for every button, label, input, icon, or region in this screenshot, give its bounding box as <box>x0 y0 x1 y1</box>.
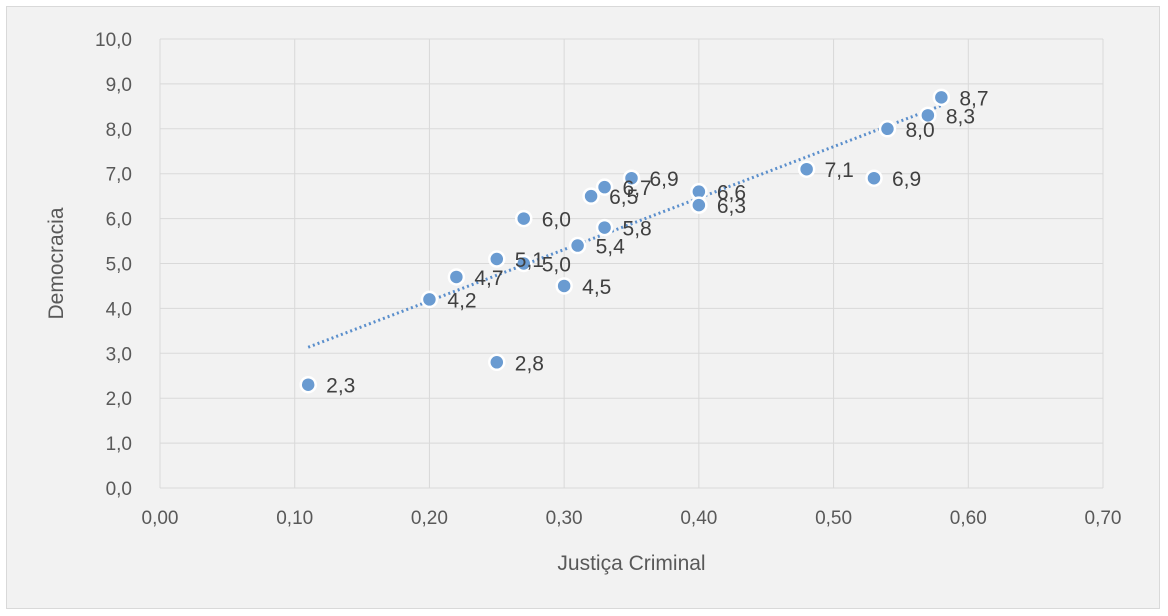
data-label: 8,3 <box>946 105 975 128</box>
y-tick-label: 4,0 <box>106 299 132 320</box>
data-label: 6,9 <box>892 168 921 191</box>
gridlines <box>159 38 1104 489</box>
data-point <box>865 169 883 187</box>
data-point <box>488 250 506 268</box>
data-label: 4,7 <box>474 267 503 290</box>
data-point <box>514 209 533 228</box>
x-tick-label: 0,20 <box>411 508 448 529</box>
data-point <box>690 196 708 214</box>
x-axis-ticks: 0,00 0,10 0,20 0,30 0,40 0,50 0,60 0,70 <box>142 508 1122 529</box>
data-label: 4,2 <box>447 289 476 312</box>
x-axis-title: Justiça Criminal <box>557 552 705 575</box>
data-label: 8,7 <box>959 87 988 110</box>
y-tick-label: 7,0 <box>106 165 132 186</box>
data-label: 6,0 <box>542 209 571 232</box>
y-tick-label: 10,0 <box>95 30 132 51</box>
data-label: 6,9 <box>650 168 679 191</box>
data-point <box>299 375 317 394</box>
y-tick-label: 5,0 <box>106 255 132 276</box>
data-label: 8,0 <box>905 119 934 142</box>
data-label: 6,7 <box>623 177 652 200</box>
data-point <box>622 169 641 187</box>
scatter-chart: 0,00 0,10 0,20 0,30 0,40 0,50 0,60 0,70 0,0 1,0 2… <box>45 30 1122 575</box>
data-point <box>514 254 533 273</box>
y-tick-label: 8,0 <box>106 120 132 141</box>
data-label: 6,5 <box>609 186 638 209</box>
y-tick-label: 9,0 <box>106 75 132 96</box>
x-tick-label: 0,30 <box>546 508 583 529</box>
x-tick-label: 0,70 <box>1085 508 1122 529</box>
data-point <box>919 106 937 125</box>
y-tick-label: 0,0 <box>106 479 132 500</box>
data-point <box>595 218 614 237</box>
chart-area: 0,00 0,10 0,20 0,30 0,40 0,50 0,60 0,70 0,0 1,0 2… <box>6 6 1160 609</box>
x-tick-label: 0,10 <box>276 508 313 529</box>
data-point <box>447 268 466 286</box>
data-label: 5,4 <box>596 236 626 259</box>
data-point <box>932 88 951 107</box>
data-label: 2,3 <box>326 375 355 398</box>
x-tick-label: 0,50 <box>815 508 852 529</box>
data-point <box>797 160 816 178</box>
y-tick-label: 1,0 <box>106 434 132 455</box>
x-tick-label: 0,60 <box>950 508 987 529</box>
y-axis-ticks: 0,0 1,0 2,0 3,0 4,0 5,0 6,0 7,0 8,0 9,0 10,0 <box>95 30 132 500</box>
y-tick-label: 6,0 <box>106 210 132 231</box>
data-label: 7,1 <box>825 159 854 182</box>
x-tick-label: 0,00 <box>142 508 179 529</box>
y-tick-label: 3,0 <box>106 344 132 365</box>
x-tick-label: 0,40 <box>680 508 717 529</box>
y-axis-title: Democracia <box>45 207 68 319</box>
data-label: 5,0 <box>542 254 571 277</box>
data-points <box>299 88 951 394</box>
data-point <box>420 290 439 309</box>
y-tick-label: 2,0 <box>106 389 132 410</box>
data-label: 5,1 <box>515 249 544 272</box>
data-label: 6,6 <box>717 182 746 205</box>
data-label: 2,8 <box>515 352 544 375</box>
data-label: 4,5 <box>582 276 611 299</box>
data-point <box>582 187 600 205</box>
data-point <box>595 178 614 196</box>
data-labels: 2,32,84,24,75,15,04,56,05,45,86,56,76,96… <box>326 87 988 397</box>
data-point <box>568 236 587 255</box>
data-point <box>488 353 506 372</box>
data-label: 5,8 <box>623 218 652 241</box>
data-point <box>878 120 897 138</box>
data-point <box>555 277 573 295</box>
data-label: 6,3 <box>717 195 746 218</box>
